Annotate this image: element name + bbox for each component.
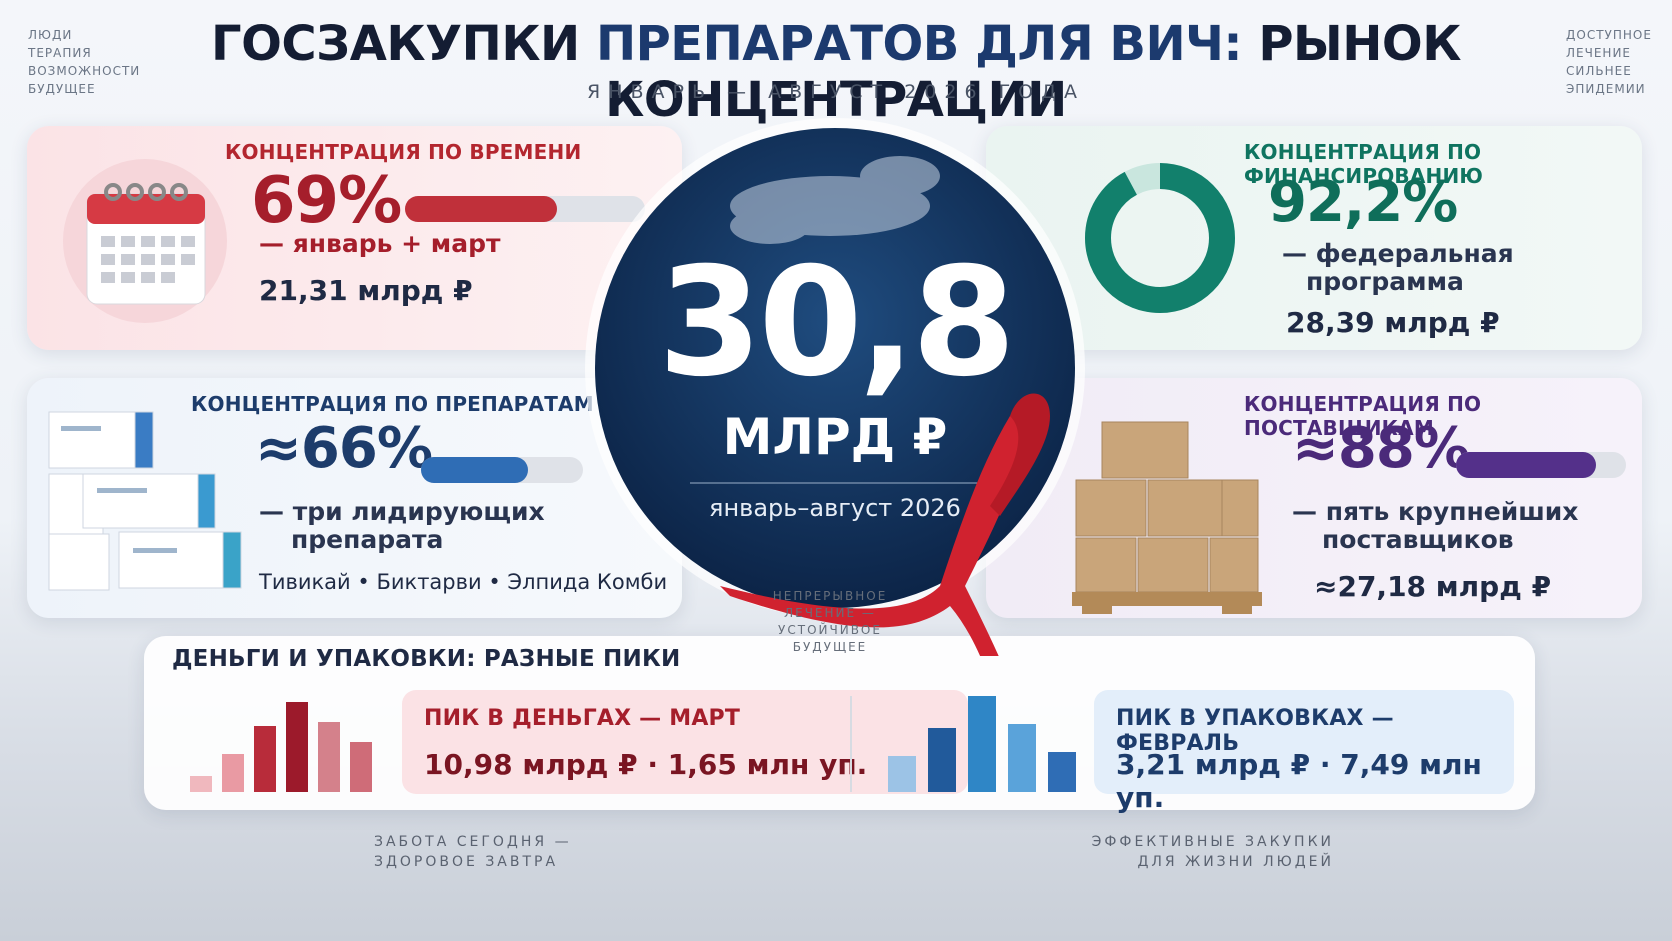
side-line: ДОСТУПНОЕ [1566, 28, 1652, 42]
progress-track [421, 457, 583, 483]
card-value: ≈88% [1292, 416, 1470, 481]
side-line: СИЛЬНЕЕ [1566, 64, 1632, 78]
medicine-boxes [48, 411, 242, 591]
center-circle [585, 118, 1085, 656]
packs-peak-box: ПИК В УПАКОВКАХ — ФЕВРАЛЬ 3,21 млрд ₽ · … [1094, 690, 1514, 814]
footer-line: ДЛЯ ЖИЗНИ ЛЮДЕЙ [1137, 854, 1334, 870]
side-line: ЛЕЧЕНИЕ [1566, 46, 1631, 60]
panel-title: ДЕНЬГИ И УПАКОВКИ: РАЗНЫЕ ПИКИ [172, 646, 681, 672]
text-line: поставщиков [1322, 525, 1514, 554]
side-line: ВОЗМОЖНОСТИ [28, 64, 141, 78]
card-suppliers: КОНЦЕНТРАЦИЯ ПО ПОСТАВЩИКАМ ≈88% — пять … [986, 378, 1642, 618]
footer-left: ЗАБОТА СЕГОДНЯ — ЗДОРОВОЕ ЗАВТРА [374, 832, 572, 872]
donut-icon [1085, 163, 1235, 313]
center-unit: МЛРД ₽ [722, 408, 948, 466]
calendar-icon [63, 159, 227, 323]
card-amount: ≈27,18 млрд ₽ [1314, 570, 1552, 603]
card-value: 92,2% [1268, 170, 1458, 235]
drug-name: Элпида Комби [507, 570, 668, 594]
text-line: программа [1306, 267, 1464, 296]
card-description: — федеральная программа [1282, 240, 1514, 296]
side-text-left: ЛЮДИ ТЕРАПИЯ ВОЗМОЖНОСТИ БУДУЩЕЕ [28, 26, 140, 98]
peak-amount: 10,98 млрд ₽ [424, 748, 638, 781]
card-heading: КОНЦЕНТРАЦИЯ ПО ПОСТАВЩИКАМ [1244, 392, 1482, 440]
text-line: — три лидирующих [259, 497, 545, 526]
footer-line: ЭФФЕКТИВНЫЕ ЗАКУПКИ [1091, 834, 1334, 850]
side-line: БУДУЩЕЕ [28, 82, 96, 96]
center-period: январь–август 2026 [709, 494, 961, 522]
card-drugs: КОНЦЕНТРАЦИЯ ПО ПРЕПАРАТАМ ≈66% — три ли… [27, 378, 682, 618]
drug-name: Тивикай [259, 570, 351, 594]
peak-amount: 3,21 млрд ₽ [1116, 748, 1311, 781]
drug-name: Биктарви [376, 570, 482, 594]
card-value: 69% [251, 164, 402, 238]
card-heading: КОНЦЕНТРАЦИЯ ПО ВРЕМЕНИ [225, 140, 582, 164]
card-time: КОНЦЕНТРАЦИЯ ПО ВРЕМЕНИ 69% — январь + м… [27, 126, 682, 350]
center-value: 30,8 [657, 236, 1016, 410]
motto-line: ЛЕЧЕНИЕ — [784, 606, 876, 620]
peak-heading: ПИК В ДЕНЬГАХ — МАРТ [424, 706, 741, 731]
drug-list: Тивикай • Биктарви • Элпида Комби [259, 570, 668, 594]
card-description: — пять крупнейших поставщиков [1292, 498, 1578, 554]
side-text-right: ДОСТУПНОЕ ЛЕЧЕНИЕ СИЛЬНЕЕ ЭПИДЕМИИ [1566, 26, 1652, 98]
peak-values: 3,21 млрд ₽ · 7,49 млн уп. [1116, 748, 1482, 814]
motto-line: БУДУЩЕЕ [792, 640, 868, 654]
center-motto: НЕПРЕРЫВНОЕ ЛЕЧЕНИЕ — УСТОЙЧИВОЕ БУДУЩЕЕ [740, 588, 920, 656]
card-amount: 28,39 млрд ₽ [1286, 306, 1500, 339]
title-part: ПРЕПАРАТОВ ДЛЯ ВИЧ: [595, 16, 1243, 72]
packs-bars [888, 696, 1076, 792]
peak-heading: ПИК В УПАКОВКАХ — ФЕВРАЛЬ [1116, 706, 1394, 756]
peak-packs: 1,65 млн уп. [667, 748, 868, 781]
side-line: ЭПИДЕМИИ [1566, 82, 1646, 96]
progress-track [1456, 452, 1626, 478]
card-funding: КОНЦЕНТРАЦИЯ ПО ФИНАНСИРОВАНИЮ 92,2% — ф… [986, 126, 1642, 350]
side-line: ЛЮДИ [28, 28, 73, 42]
card-description: — три лидирующих препарата [259, 498, 545, 554]
text-line: — пять крупнейших [1292, 497, 1579, 526]
footer-line: ЗДОРОВОЕ ЗАВТРА [374, 854, 559, 870]
peak-packs: 7,49 млн уп. [1116, 748, 1482, 814]
text-line: препарата [291, 525, 444, 554]
peak-values: 10,98 млрд ₽ · 1,65 млн уп. [424, 748, 868, 781]
money-bars [190, 702, 372, 792]
card-value: ≈66% [255, 416, 433, 481]
money-peak-box: ПИК В ДЕНЬГАХ — МАРТ 10,98 млрд ₽ · 1,65… [402, 690, 968, 794]
card-description: — январь + март [259, 229, 501, 258]
progress-fill [405, 196, 557, 222]
footer-right: ЭФФЕКТИВНЫЕ ЗАКУПКИ ДЛЯ ЖИЗНИ ЛЮДЕЙ [1092, 832, 1334, 872]
title: ГОСЗАКУПКИ ПРЕПАРАТОВ ДЛЯ ВИЧ: РЫНОК КОН… [0, 16, 1672, 128]
motto-line: УСТОЙЧИВОЕ [778, 623, 882, 637]
cargo-boxes [1072, 421, 1262, 614]
footer-line: ЗАБОТА СЕГОДНЯ — [374, 834, 572, 850]
progress-fill [1456, 452, 1596, 478]
card-heading: КОНЦЕНТРАЦИЯ ПО ПРЕПАРАТАМ [191, 392, 594, 416]
text-line: — федеральная [1282, 239, 1514, 268]
title-part: ГОСЗАКУПКИ [211, 16, 580, 72]
progress-fill [421, 457, 528, 483]
progress-track [405, 196, 645, 222]
motto-line: НЕПРЕРЫВНОЕ [772, 589, 888, 603]
subtitle: ЯНВАРЬ — АВГУСТ 2026 ГОДА [587, 81, 1085, 103]
side-line: ТЕРАПИЯ [28, 46, 92, 60]
peaks-panel: ДЕНЬГИ И УПАКОВКИ: РАЗНЫЕ ПИКИ ПИК В ДЕН… [144, 636, 1535, 814]
card-amount: 21,31 млрд ₽ [259, 274, 473, 307]
divider [850, 696, 852, 792]
card-heading: КОНЦЕНТРАЦИЯ ПО ФИНАНСИРОВАНИЮ [1244, 140, 1484, 188]
